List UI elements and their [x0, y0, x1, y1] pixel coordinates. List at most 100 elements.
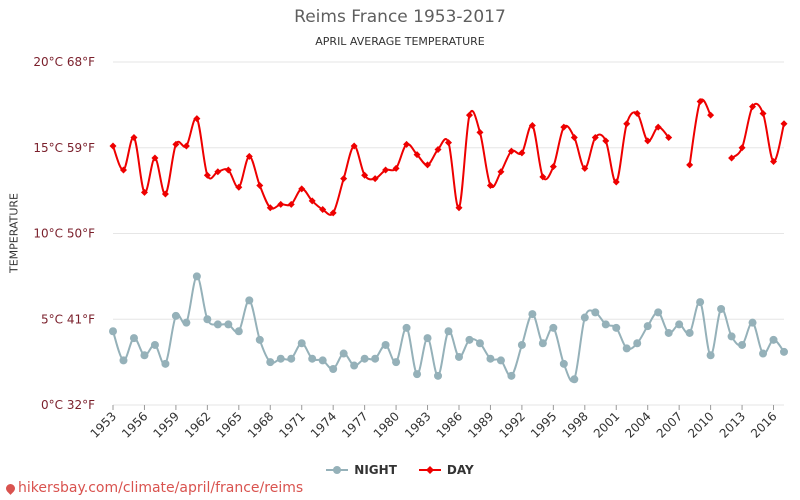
- day-point: [308, 197, 316, 205]
- day-point: [497, 168, 505, 176]
- night-point: [507, 371, 516, 380]
- night-point: [150, 340, 159, 349]
- day-point: [151, 154, 159, 162]
- x-tick-label: 1980: [371, 409, 402, 440]
- day-point: [644, 137, 652, 145]
- night-point: [496, 356, 505, 365]
- day-point: [570, 133, 578, 141]
- day-point: [528, 121, 536, 129]
- x-tick-label: 1956: [119, 409, 150, 440]
- night-point: [465, 335, 474, 344]
- y-tick-label: 0°C 32°F: [41, 398, 95, 412]
- legend-item-night[interactable]: NIGHT: [326, 463, 397, 477]
- night-point: [769, 335, 778, 344]
- night-point: [685, 328, 694, 337]
- day-point: [602, 137, 610, 145]
- day-point: [172, 140, 180, 148]
- night-point: [182, 318, 191, 327]
- night-point: [580, 313, 589, 322]
- night-point: [276, 354, 285, 363]
- day-point: [581, 164, 589, 172]
- night-point: [234, 327, 243, 336]
- source-link[interactable]: hikersbay.com/climate/april/france/reims: [4, 480, 304, 496]
- day-point: [319, 205, 327, 213]
- day-point: [266, 204, 274, 212]
- y-tick-label: 5°C 41°F: [41, 312, 95, 326]
- night-point: [318, 356, 327, 365]
- night-point: [140, 351, 149, 360]
- y-tick-label: 15°C 59°F: [33, 141, 95, 155]
- night-point: [444, 327, 453, 336]
- night-point: [517, 340, 526, 349]
- x-tick-label: 1965: [213, 409, 244, 440]
- night-point: [622, 344, 631, 353]
- day-point: [340, 175, 348, 183]
- night-point: [549, 323, 558, 332]
- x-axis-ticks: 1953 1956 1959 1962 1965 1968 1971 1974 1977 1980…: [88, 405, 780, 441]
- night-point: [413, 370, 422, 379]
- day-point: [235, 183, 243, 191]
- night-marker-icon: [326, 466, 349, 474]
- day-point: [140, 188, 148, 196]
- x-tick-label: 1986: [434, 409, 465, 440]
- night-point: [570, 375, 579, 384]
- source-url: hikersbay.com/climate/april/france/reims: [18, 480, 304, 496]
- y-tick-label: 20°C 68°F: [33, 55, 95, 69]
- night-point: [255, 335, 264, 344]
- night-point: [213, 320, 222, 329]
- night-point: [297, 339, 306, 348]
- x-tick-label: 1992: [497, 409, 528, 440]
- day-point: [539, 173, 547, 181]
- day-point: [476, 128, 484, 136]
- day-point: [245, 152, 253, 160]
- night-point: [475, 339, 484, 348]
- x-tick-label: 1974: [308, 409, 339, 440]
- night-point: [675, 320, 684, 329]
- night-point: [119, 356, 128, 365]
- day-point: [214, 168, 222, 176]
- legend-item-day[interactable]: DAY: [418, 463, 474, 477]
- day-point: [612, 178, 620, 186]
- day-point: [382, 166, 390, 174]
- night-point: [266, 358, 275, 367]
- night-point: [759, 349, 768, 358]
- x-tick-label: 2013: [717, 409, 748, 440]
- day-series-line: [688, 98, 712, 166]
- day-point: [759, 109, 767, 117]
- day-point: [182, 142, 190, 150]
- x-tick-label: 2016: [748, 409, 779, 440]
- night-point: [643, 322, 652, 331]
- night-point: [591, 308, 600, 317]
- x-tick-label: 1962: [182, 409, 213, 440]
- night-point: [612, 323, 621, 332]
- day-point: [392, 164, 400, 172]
- day-point: [486, 181, 494, 189]
- night-point: [717, 304, 726, 313]
- day-point: [445, 139, 452, 147]
- day-point: [161, 190, 169, 198]
- day-point: [549, 163, 557, 171]
- night-point: [633, 339, 642, 348]
- night-point: [727, 332, 736, 341]
- x-tick-label: 1953: [88, 409, 119, 440]
- x-tick-label: 1977: [339, 409, 370, 440]
- night-point: [402, 323, 411, 332]
- night-point: [308, 354, 317, 363]
- day-point: [109, 142, 117, 150]
- day-point: [434, 145, 442, 153]
- day-point: [591, 133, 599, 141]
- day-point: [770, 157, 778, 165]
- night-point: [706, 351, 715, 360]
- y-axis-ticks: 0°C 32°F 5°C 41°F 10°C 50°F 15°C 59°F 20°C 6…: [33, 55, 95, 412]
- day-point: [361, 171, 369, 179]
- x-tick-label: 1998: [559, 409, 590, 440]
- day-point: [654, 123, 662, 131]
- day-marker-icon: [418, 466, 441, 474]
- x-tick-label: 1989: [465, 409, 496, 440]
- day-point: [465, 111, 473, 119]
- night-point: [454, 352, 463, 361]
- legend: NIGHT DAY: [0, 463, 800, 477]
- night-point: [381, 340, 390, 349]
- day-point: [130, 133, 138, 141]
